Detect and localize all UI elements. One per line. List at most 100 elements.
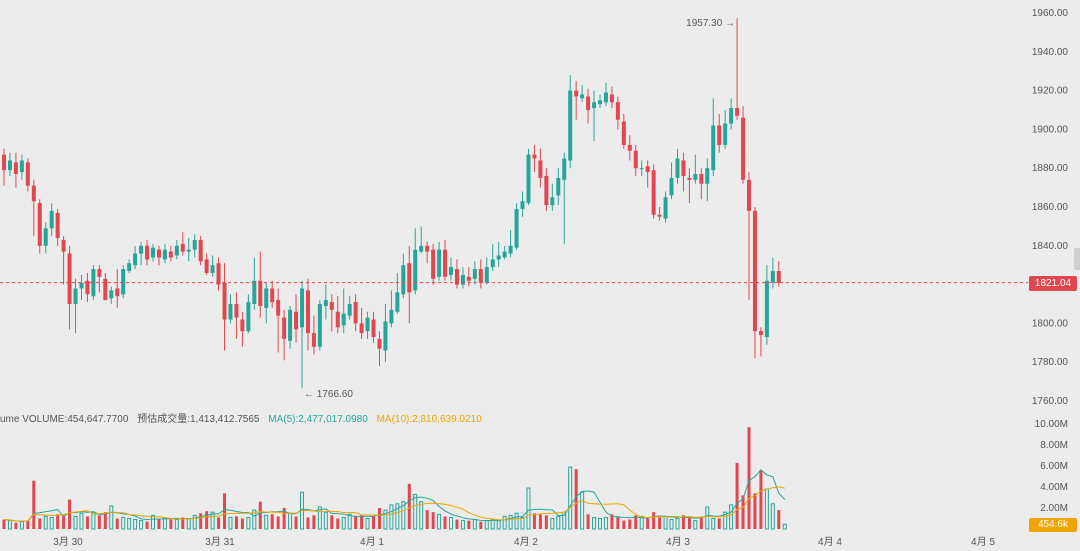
candle-body <box>377 338 382 349</box>
volume-bar <box>603 516 608 530</box>
candle-body <box>693 174 698 180</box>
volume-bar <box>282 508 286 529</box>
candle-body <box>97 269 102 277</box>
candle-body <box>478 269 483 283</box>
candle-body <box>276 300 281 316</box>
candle-body <box>79 282 84 289</box>
candle-body <box>681 160 686 176</box>
volume-bar <box>592 516 597 530</box>
price-tick-label: 1760.00 <box>1032 396 1069 407</box>
volume-bar <box>103 512 107 529</box>
volume-bar <box>705 506 710 530</box>
panel-resize-handle[interactable] <box>1074 248 1080 270</box>
candle-body <box>133 253 138 266</box>
volume-bar <box>252 509 257 530</box>
volume-bar <box>502 515 507 530</box>
candle-body <box>723 123 728 145</box>
candle-body <box>240 319 245 332</box>
candle-body <box>156 249 161 258</box>
volume-bar <box>580 491 585 530</box>
volume-bar <box>544 515 548 529</box>
volume-bar <box>162 518 167 530</box>
volume-bar <box>496 520 501 530</box>
estimated-volume: 预估成交量:1,413,412.7565 <box>137 414 260 425</box>
volume-bar <box>389 504 394 530</box>
candle-body <box>717 125 722 145</box>
candles-group <box>2 18 781 389</box>
candle-body <box>365 317 370 332</box>
volume-value: ume VOLUME:454,647.7700 <box>0 414 129 425</box>
candle-body <box>258 280 263 306</box>
candle-body <box>705 168 710 184</box>
volume-bar <box>777 510 781 529</box>
volume-bar <box>240 518 244 529</box>
candle-body <box>109 290 114 299</box>
candle-body <box>294 311 299 330</box>
candle-body <box>508 245 513 254</box>
volume-bar <box>68 499 72 529</box>
volume-bar <box>186 518 191 530</box>
candle-body <box>425 245 430 252</box>
candle-body <box>574 90 579 97</box>
volume-bar <box>174 519 179 530</box>
volume-tick-label: 2.00M <box>1040 503 1068 514</box>
candle-body <box>621 121 626 145</box>
candle-body <box>443 249 448 277</box>
candle-body <box>699 174 704 184</box>
volume-bar <box>610 514 614 529</box>
candle-body <box>764 280 769 337</box>
volume-bar <box>365 518 370 530</box>
candle-body <box>317 304 322 347</box>
candle-body <box>67 253 72 304</box>
volume-bar <box>747 427 751 529</box>
candle-body <box>2 154 6 171</box>
candle-body <box>210 265 215 273</box>
candle-body <box>252 280 257 304</box>
candle-body <box>85 280 90 295</box>
volume-bars <box>2 427 787 530</box>
volume-bar <box>472 519 477 530</box>
candle-body <box>234 304 239 318</box>
volume-bar <box>151 514 155 530</box>
volume-bar <box>401 501 406 530</box>
volume-bar <box>228 516 233 530</box>
candle-body <box>329 302 334 310</box>
candle-body <box>413 249 418 291</box>
volume-bar <box>258 501 262 529</box>
candle-body <box>19 160 24 173</box>
volume-bar <box>372 516 376 529</box>
candle-body <box>645 166 650 173</box>
volume-bar <box>681 515 685 529</box>
price-tick-label: 1860.00 <box>1032 202 1069 213</box>
volume-bar <box>616 516 620 529</box>
candle-body <box>419 245 424 252</box>
candle-body <box>347 304 352 316</box>
volume-bar <box>490 519 495 530</box>
candle-body <box>282 317 287 339</box>
volume-bar <box>425 510 429 529</box>
volume-bar <box>753 493 757 529</box>
volume-bar <box>538 514 542 529</box>
candle-body <box>401 265 406 295</box>
current-price-tag: 1821.04 <box>1029 276 1077 291</box>
volume-bar <box>312 515 316 529</box>
candle-body <box>627 144 632 151</box>
volume-bar <box>288 512 293 530</box>
volume-bar <box>437 513 442 530</box>
volume-bar <box>43 515 48 530</box>
volume-bar <box>306 517 310 529</box>
candle-body <box>353 302 358 324</box>
time-tick-label: 4月 2 <box>514 536 538 548</box>
volume-bar <box>246 516 251 530</box>
volume-bar <box>741 495 745 529</box>
price-tick-label: 1780.00 <box>1032 357 1069 368</box>
candle-body <box>7 160 12 171</box>
candle-body <box>502 251 507 258</box>
volume-bar <box>669 519 674 530</box>
candle-body <box>758 331 763 336</box>
time-tick-label: 3月 30 <box>53 536 83 548</box>
candle-body <box>657 214 662 217</box>
candle-body <box>735 108 740 116</box>
volume-bar <box>484 520 489 530</box>
